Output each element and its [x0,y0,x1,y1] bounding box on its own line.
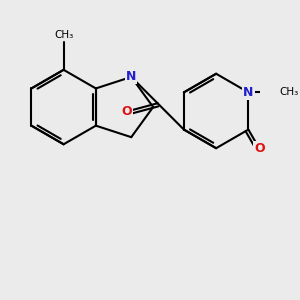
Text: O: O [122,105,132,118]
Text: CH₃: CH₃ [54,30,73,40]
Text: CH₃: CH₃ [280,87,299,98]
Text: O: O [254,142,265,155]
Text: N: N [126,70,136,83]
Text: N: N [243,86,254,99]
